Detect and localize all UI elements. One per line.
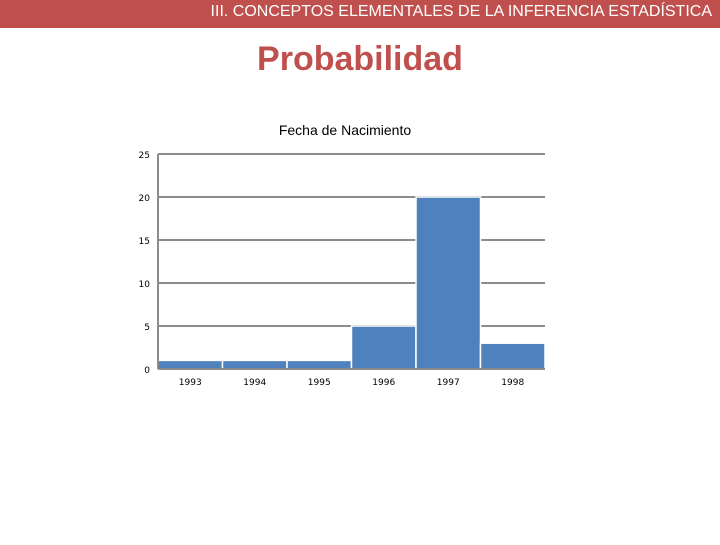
axes [157, 154, 545, 370]
chart-title: Fecha de Nacimiento [279, 122, 412, 138]
bars [157, 196, 546, 370]
x-tick-label: 1993 [179, 378, 202, 388]
x-tick-label: 1994 [243, 378, 266, 388]
section-title: III. CONCEPTOS ELEMENTALES DE LA INFEREN… [210, 3, 712, 20]
y-tick-label: 5 [144, 323, 150, 333]
bar-1996 [350, 325, 417, 370]
y-tick-label: 15 [139, 237, 150, 247]
bar-1995 [286, 359, 353, 370]
x-tick-label: 1995 [308, 378, 331, 388]
y-tick-labels: 0 5 10 15 20 25 [139, 151, 151, 376]
gridlines [158, 153, 545, 327]
x-tick-label: 1997 [437, 378, 460, 388]
y-tick-label: 0 [144, 366, 150, 376]
bar-1994 [221, 359, 288, 370]
x-tick-label: 1996 [372, 378, 395, 388]
bar-1997 [415, 196, 482, 370]
x-tick-labels: 1993 1994 1995 1996 1997 1998 [179, 378, 525, 388]
y-tick-label: 25 [139, 151, 150, 161]
bar-1993 [157, 359, 224, 370]
y-tick-label: 10 [139, 280, 151, 290]
bar-1998 [479, 342, 546, 370]
section-header-bar: III. CONCEPTOS ELEMENTALES DE LA INFEREN… [0, 0, 720, 28]
x-tick-label: 1998 [501, 378, 524, 388]
y-tick-label: 20 [139, 194, 151, 204]
slide-title: Probabilidad [257, 40, 463, 78]
